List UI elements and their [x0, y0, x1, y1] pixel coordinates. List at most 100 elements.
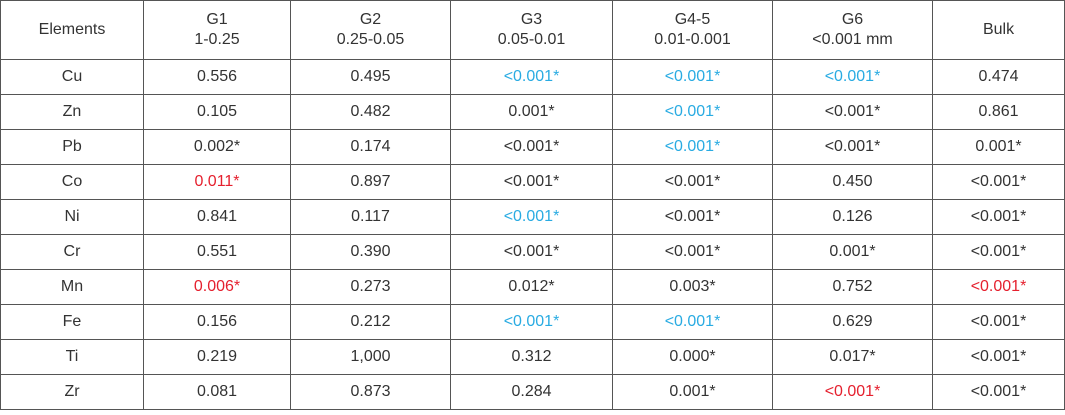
header-cell: G4-5 0.01-0.001: [612, 0, 773, 60]
value-cell: 0.006*: [143, 269, 291, 305]
table-row: Cu 0.556 0.495 <0.001* <0.001* <0.001* 0.474: [0, 59, 1065, 95]
value-cell: <0.001*: [450, 199, 613, 235]
table-row: Co 0.011* 0.897 <0.001* <0.001* 0.450 <0.001*: [0, 164, 1065, 200]
value-cell: <0.001*: [932, 199, 1065, 235]
value-cell: 1,000: [290, 339, 451, 375]
value-cell: 0.012*: [450, 269, 613, 305]
value-cell: 0.284: [450, 374, 613, 410]
header-text: 1-0.25: [194, 31, 240, 48]
value-cell: 0.273: [290, 269, 451, 305]
value-cell: 0.219: [143, 339, 291, 375]
value-cell: 0.017*: [772, 339, 933, 375]
header-text: Bulk: [982, 21, 1015, 38]
header-text: G4-5: [674, 11, 711, 28]
header-row: Elements G1 1-0.25 G2 0.25-0.05 G3 0.05-0.01 G4…: [0, 0, 1065, 60]
row-label: Zn: [0, 94, 144, 130]
row-label: Fe: [0, 304, 144, 340]
header-text: G6: [841, 11, 864, 28]
value-cell: <0.001*: [450, 234, 613, 270]
table-row: Zn 0.105 0.482 0.001* <0.001* <0.001* 0.861: [0, 94, 1065, 130]
table-body: Cu 0.556 0.495 <0.001* <0.001* <0.001* 0.474 Zn…: [0, 59, 1065, 410]
header-cell: G6 <0.001 mm: [772, 0, 933, 60]
row-label: Co: [0, 164, 144, 200]
value-cell: 0.174: [290, 129, 451, 165]
row-label: Pb: [0, 129, 144, 165]
header-cell: G2 0.25-0.05: [290, 0, 451, 60]
value-cell: <0.001*: [772, 129, 933, 165]
header-cell: G1 1-0.25: [143, 0, 291, 60]
table-row: Cr 0.551 0.390 <0.001* <0.001* 0.001* <0.001*: [0, 234, 1065, 270]
value-cell: <0.001*: [932, 269, 1065, 305]
value-cell: 0.003*: [612, 269, 773, 305]
value-cell: <0.001*: [450, 59, 613, 95]
value-cell: <0.001*: [932, 164, 1065, 200]
value-cell: 0.873: [290, 374, 451, 410]
value-cell: 0.212: [290, 304, 451, 340]
value-cell: <0.001*: [612, 199, 773, 235]
value-cell: 0.156: [143, 304, 291, 340]
value-cell: <0.001*: [612, 59, 773, 95]
header-text: 0.05-0.01: [497, 31, 566, 48]
value-cell: 0.002*: [143, 129, 291, 165]
header-cell: G3 0.05-0.01: [450, 0, 613, 60]
value-cell: 0.001*: [772, 234, 933, 270]
value-cell: 0.390: [290, 234, 451, 270]
value-cell: <0.001*: [450, 164, 613, 200]
row-label: Mn: [0, 269, 144, 305]
value-cell: 0.861: [932, 94, 1065, 130]
value-cell: 0.117: [290, 199, 451, 235]
value-cell: 0.841: [143, 199, 291, 235]
value-cell: 0.897: [290, 164, 451, 200]
header-text: 0.01-0.001: [654, 31, 731, 48]
header-text: Elements: [38, 21, 106, 38]
row-label: Zr: [0, 374, 144, 410]
value-cell: 0.001*: [612, 374, 773, 410]
header-cell: Bulk: [932, 0, 1065, 60]
value-cell: <0.001*: [932, 339, 1065, 375]
value-cell: 0.450: [772, 164, 933, 200]
value-cell: <0.001*: [450, 129, 613, 165]
header-text: <0.001 mm: [812, 31, 893, 48]
row-label: Ti: [0, 339, 144, 375]
value-cell: 0.629: [772, 304, 933, 340]
header-text: 0.25-0.05: [336, 31, 405, 48]
value-cell: 0.551: [143, 234, 291, 270]
value-cell: 0.011*: [143, 164, 291, 200]
table-row: Mn 0.006* 0.273 0.012* 0.003* 0.752 <0.001*: [0, 269, 1065, 305]
value-cell: 0.752: [772, 269, 933, 305]
table-row: Pb 0.002* 0.174 <0.001* <0.001* <0.001* 0.001*: [0, 129, 1065, 165]
value-cell: <0.001*: [932, 304, 1065, 340]
value-cell: <0.001*: [612, 164, 773, 200]
row-label: Ni: [0, 199, 144, 235]
value-cell: <0.001*: [932, 374, 1065, 410]
table-row: Ti 0.219 1,000 0.312 0.000* 0.017* <0.001*: [0, 339, 1065, 375]
value-cell: <0.001*: [612, 129, 773, 165]
value-cell: <0.001*: [612, 94, 773, 130]
value-cell: 0.001*: [932, 129, 1065, 165]
value-cell: 0.312: [450, 339, 613, 375]
table-row: Fe 0.156 0.212 <0.001* <0.001* 0.629 <0.001*: [0, 304, 1065, 340]
value-cell: <0.001*: [932, 234, 1065, 270]
value-cell: <0.001*: [450, 304, 613, 340]
value-cell: 0.556: [143, 59, 291, 95]
header-text: G3: [520, 11, 543, 28]
value-cell: 0.001*: [450, 94, 613, 130]
value-cell: 0.081: [143, 374, 291, 410]
value-cell: 0.000*: [612, 339, 773, 375]
value-cell: 0.474: [932, 59, 1065, 95]
table-row: Zr 0.081 0.873 0.284 0.001* <0.001* <0.001*: [0, 374, 1065, 410]
header-text: G1: [206, 11, 228, 28]
row-label: Cr: [0, 234, 144, 270]
table-row: Ni 0.841 0.117 <0.001* <0.001* 0.126 <0.001*: [0, 199, 1065, 235]
value-cell: <0.001*: [772, 94, 933, 130]
value-cell: 0.126: [772, 199, 933, 235]
value-cell: <0.001*: [772, 59, 933, 95]
value-cell: 0.482: [290, 94, 451, 130]
value-cell: <0.001*: [612, 234, 773, 270]
value-cell: <0.001*: [772, 374, 933, 410]
row-label: Cu: [0, 59, 144, 95]
value-cell: 0.105: [143, 94, 291, 130]
header-cell: Elements: [0, 0, 144, 60]
value-cell: <0.001*: [612, 304, 773, 340]
